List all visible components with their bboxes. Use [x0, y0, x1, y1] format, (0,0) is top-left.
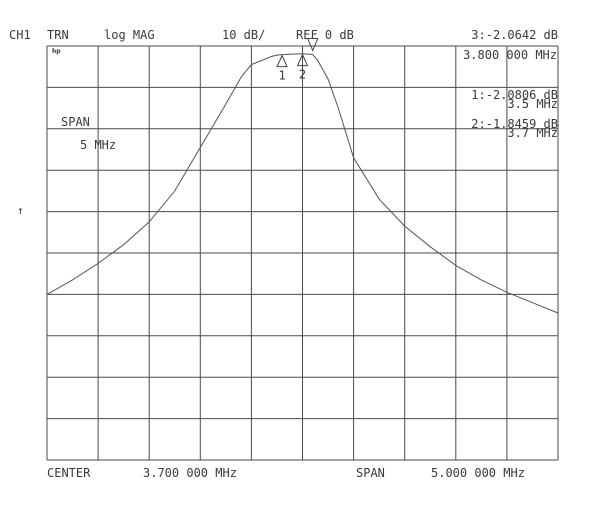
span-value: 5.000 000 MHz — [431, 466, 525, 480]
mode-label: TRN — [47, 28, 69, 42]
format-label: log MAG — [104, 28, 155, 42]
marker-1-readout: 1:-2.0806 dB — [471, 88, 558, 102]
span-annotation-value: 5 MHz — [80, 138, 117, 152]
reference-level-arrow-icon: ↑ — [17, 204, 24, 217]
span-label: SPAN — [356, 466, 385, 480]
channel-label: CH1 — [9, 28, 31, 42]
span-annotation-label: SPAN — [61, 115, 90, 129]
hp-logo: hp — [52, 48, 61, 55]
active-marker-readout: 3:-2.0642 dB — [471, 28, 558, 42]
marker-2-icon — [296, 53, 309, 67]
marker-2-frequency: 3.7 MHz — [507, 126, 558, 140]
scale-label: 10 dB/ — [222, 28, 266, 42]
marker-1-icon — [276, 54, 288, 68]
marker-1-frequency: 3.5 MHz — [507, 97, 558, 111]
active-marker-3-icon — [306, 38, 319, 52]
trace-line — [46, 53, 559, 314]
marker-2-readout: 2:-1.8459 dB — [471, 117, 558, 131]
marker-2-label: 2 — [299, 68, 306, 82]
center-value: 3.700 000 MHz — [143, 466, 237, 480]
plot-grid — [46, 45, 559, 461]
marker-1-label: 1 — [278, 69, 285, 83]
active-marker-frequency: 3.800 000 MHz — [463, 48, 557, 62]
center-label: CENTER — [47, 466, 91, 480]
